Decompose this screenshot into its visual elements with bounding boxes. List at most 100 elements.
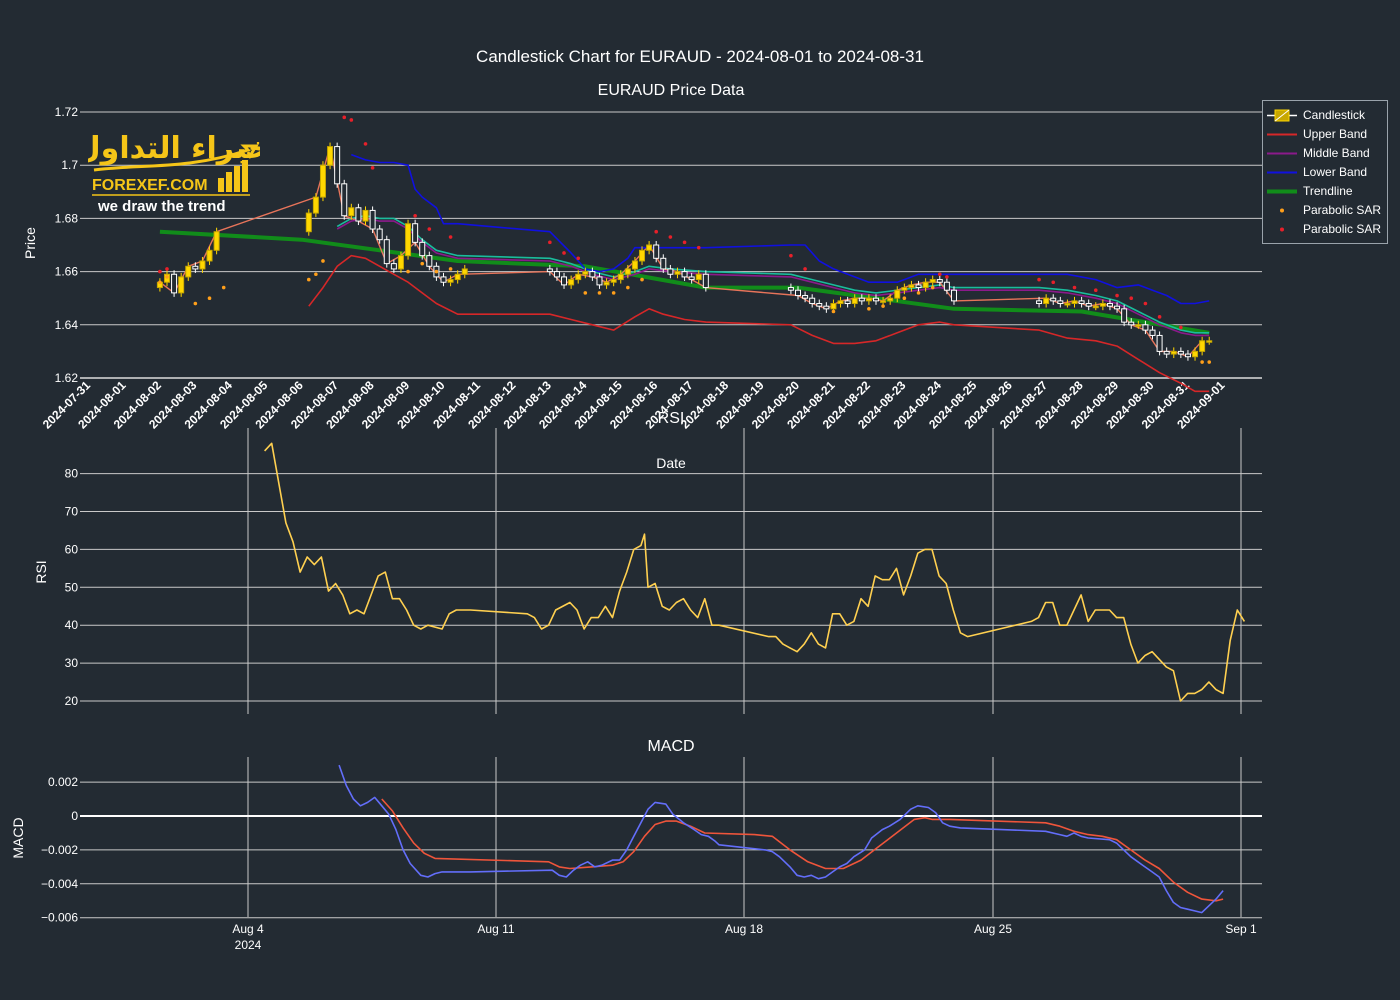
sar-up-dot [902, 296, 907, 301]
sar-down-dot [682, 240, 687, 245]
rsi-panel: 20 30 40 50 60 70 80 [65, 428, 1262, 714]
legend-item-sar-up[interactable]: Parabolic SAR [1263, 201, 1387, 220]
price-ytick-label: 1.62 [55, 371, 79, 385]
legend-item-sar-down[interactable]: Parabolic SAR [1263, 220, 1387, 239]
rsi-ytick-label: 70 [65, 505, 79, 519]
candle-body [943, 281, 950, 291]
macd-xtick-label: Aug 4 [232, 922, 264, 936]
macd-ytick-label: −0.006 [41, 911, 78, 925]
candle-body [1199, 340, 1206, 352]
legend-item-candlestick[interactable]: Candlestick [1263, 106, 1387, 125]
sar-up-dot [867, 307, 871, 311]
candle-body [341, 183, 348, 217]
legend-item-lower-band[interactable]: Lower Band [1263, 163, 1387, 182]
rsi-ytick-label: 20 [65, 694, 79, 708]
candle-body [334, 146, 341, 185]
sar-down-dot [789, 253, 793, 258]
sar-down-dot [349, 118, 354, 122]
sar-up-dot [434, 269, 439, 274]
sar-up-dot [1207, 360, 1212, 364]
candle-body [397, 255, 404, 270]
sar-down-dot [427, 227, 432, 231]
candle-body [561, 276, 568, 286]
sar-down-dot [1072, 285, 1077, 290]
logo-arabic: خبراء التداول [88, 131, 260, 166]
candle-body [589, 271, 596, 278]
candle-body [603, 281, 610, 286]
sar-down-dot [668, 235, 673, 239]
candle-body [362, 209, 369, 222]
candle-body [1057, 300, 1064, 305]
sar-down-dot [1129, 296, 1134, 301]
upper-band-line [308, 254, 1210, 393]
candle-body [1128, 321, 1135, 326]
legend-item-middle-band[interactable]: Middle Band [1263, 144, 1387, 163]
sar-down-dot [562, 251, 566, 255]
legend-item-upper-band[interactable]: Upper Band [1263, 125, 1387, 144]
logo-tagline: we draw the trend [97, 198, 226, 215]
legend: Candlestick Upper Band Middle Band Lower… [1262, 100, 1388, 244]
rsi-ytick-label: 60 [65, 542, 79, 556]
sar-up-dot [193, 301, 198, 306]
candle-body [681, 271, 688, 278]
candle-body [837, 300, 844, 305]
candle-body [1163, 350, 1170, 355]
candle-body [1192, 350, 1199, 358]
sar-down-dot [165, 267, 169, 271]
candle-body [688, 276, 695, 281]
legend-label: Lower Band [1303, 165, 1368, 179]
sar-down-dot [1143, 301, 1148, 306]
candle-body [667, 268, 674, 275]
legend-item-trendline[interactable]: Trendline [1263, 182, 1387, 201]
candle-body [553, 271, 560, 278]
sar-down-dot [696, 245, 701, 250]
price-ytick-label: 1.68 [55, 211, 79, 225]
candle-body [844, 300, 851, 305]
macd-ytick-label: −0.004 [41, 877, 78, 891]
candle-body [695, 273, 702, 281]
candle-body [178, 276, 185, 294]
candle-body [865, 297, 872, 302]
price-ytick-label: 1.66 [55, 265, 79, 279]
candle-body [795, 289, 801, 297]
legend-label: Parabolic SAR [1303, 203, 1382, 217]
price-subtitle: EURAUD Price Data [598, 82, 745, 99]
sar-up-dot [640, 277, 644, 282]
candle-body [936, 279, 943, 283]
candle-body [1135, 324, 1142, 327]
sar-up-dot [597, 291, 602, 295]
sar-up-dot [314, 272, 318, 277]
candle-body [1170, 350, 1177, 355]
sar-down-dot [363, 142, 368, 146]
lower-band-line [351, 153, 1210, 305]
legend-label: Trendline [1303, 184, 1353, 198]
candle-body [809, 297, 816, 305]
candle-body [830, 303, 837, 310]
rsi-ytick-label: 80 [65, 467, 79, 481]
sar-up-dot [930, 285, 935, 290]
rsi-line [264, 442, 1246, 702]
signal-line [381, 798, 1224, 902]
candle-body [568, 279, 575, 286]
sar-up-dot [611, 291, 616, 295]
sar-up-dot [1200, 360, 1204, 364]
candle-body [646, 244, 653, 251]
candle-body [915, 284, 922, 289]
macd-ytick-label: 0.002 [48, 775, 78, 789]
sar-up-dot [321, 259, 325, 263]
rsi-subtitle: RSI [658, 410, 685, 427]
sar-down-dot [803, 267, 807, 271]
candle-body [631, 260, 638, 270]
sar-up-dot [221, 285, 226, 290]
logo-brand: FOREXEF.COM [92, 177, 208, 194]
candle-body [1121, 308, 1128, 323]
sar-up-dot [207, 296, 212, 301]
candle-body [447, 279, 454, 283]
forexef-logo: خبراء التداول FOREXEF.COM we draw the tr… [75, 112, 270, 216]
candle-body [461, 268, 468, 275]
candle-body [887, 297, 894, 302]
candle-body [575, 273, 582, 281]
candle-body [858, 297, 865, 302]
price-ytick-label: 1.64 [55, 318, 79, 332]
candle-body [192, 265, 199, 270]
